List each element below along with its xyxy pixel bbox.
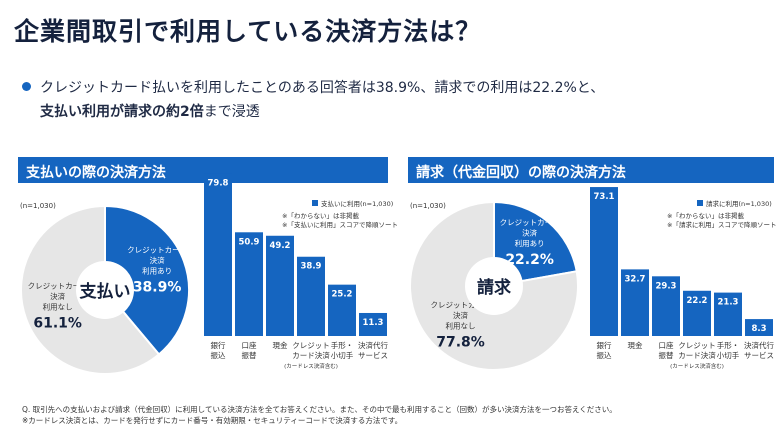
bar-billing-bar-1 (621, 269, 649, 336)
bar-billing-bar-5-value: 8.3 (751, 324, 766, 334)
bar-payment-legend-swatch (312, 200, 318, 206)
bar-billing-note-0: ※「わからない」は非掲載 (667, 211, 744, 220)
pie-billing-slice-1-value: 77.8% (436, 334, 485, 350)
bar-billing-bar-0-label: 銀行 (597, 340, 612, 350)
bar-billing-bar-2 (652, 276, 680, 336)
bar-billing-bar-5 (745, 319, 773, 336)
pie-payment-center-hole (76, 261, 134, 319)
pie-payment-slice-1-value: 61.1% (33, 316, 82, 332)
pie-billing-slice-1-label: クレジットカード (431, 300, 491, 309)
pie-payment-slice-1-label: 利用なし (43, 302, 73, 312)
pie-payment-slice-0-label: 利用あり (142, 266, 172, 276)
bar-payment-bar-0 (204, 173, 232, 336)
bar-payment-bar-4-label: 小切手 (331, 350, 354, 360)
bar-payment-bar-5-label: 決済代行 (358, 340, 388, 350)
bar-billing-bar-0 (590, 187, 618, 336)
bar-billing-bar-2-label: 口座 (659, 340, 674, 350)
bar-payment-legend-text: 支払いに利用(n=1,030) (321, 199, 393, 208)
pie-payment-center-label: 支払い (80, 281, 131, 302)
bar-billing-bar-2-value: 29.3 (656, 281, 677, 291)
bar-billing-bar-0-value: 73.1 (594, 192, 615, 202)
pie-billing-slice-0-label: 利用あり (515, 238, 545, 248)
pie-payment-slice-0-label: クレジットカード (127, 246, 187, 255)
bar-billing-bar-3-label: (カードレス決済含む) (670, 362, 724, 370)
pie-billing-slice-0-label: クレジットカード (500, 218, 560, 227)
bar-billing-bar-4 (714, 292, 742, 336)
bar-billing-bar-4-label: 小切手 (717, 350, 740, 360)
bar-payment-bar-2-label: 現金 (273, 340, 288, 350)
pie-payment-slice-1-label: クレジットカード (28, 282, 88, 291)
pie-billing-n-label: (n=1,030) (410, 202, 446, 210)
bar-payment-bar-1-label: 口座 (242, 340, 257, 350)
bar-billing-bar-2-label: 振替 (659, 350, 674, 360)
bar-payment-bar-2 (266, 235, 294, 336)
bar-billing-bar-4-label: 手形・ (717, 340, 740, 350)
pie-billing-center-hole (465, 257, 523, 315)
bar-payment-bar-4 (328, 284, 356, 336)
bar-billing-bar-3-label: カード決済 (678, 350, 716, 360)
bar-payment-bar-3-value: 38.9 (301, 262, 322, 272)
bar-billing-note-1: ※「請求に利用」スコアで降順ソート (667, 220, 776, 229)
bar-payment-note-1: ※「支払いに利用」スコアで降順ソート (282, 220, 398, 229)
bullet-icon (22, 82, 31, 91)
pie-payment-n-label: (n=1,030) (20, 202, 56, 210)
footnote-cardless: ※カードレス決済とは、カードを発行せずにカード番号・有効期限・セキュリティーコー… (22, 416, 403, 425)
pie-billing-slice-1-label: 決済 (453, 310, 468, 320)
bar-payment-bar-0-value: 79.8 (208, 178, 229, 188)
banner-billing: 請求（代金回収）の際の決済方法 (408, 157, 774, 183)
pie-billing-center-label: 請求 (477, 277, 511, 298)
bar-billing-legend-text: 請求に利用(n=1,030) (706, 199, 772, 208)
page-title: 企業間取引で利用している決済方法は？ (14, 17, 482, 46)
pie-billing-slice-0-value: 22.2% (505, 252, 554, 268)
pie-billing-slice-1-label: 利用なし (446, 320, 476, 330)
bar-payment-bar-1-label: 振替 (242, 350, 257, 360)
bar-billing-legend-swatch (697, 200, 703, 206)
pie-payment-slice-0-label: 決済 (150, 255, 165, 265)
pie-payment-slice-1-label: 決済 (50, 291, 65, 301)
bar-payment-bar-3-label: クレジット (292, 341, 330, 350)
lead-rest: まで浸透 (203, 104, 260, 120)
bar-payment-bar-2-value: 49.2 (270, 241, 291, 251)
bar-billing-bar-1-label: 現金 (628, 340, 643, 350)
bar-billing-bar-3 (683, 290, 711, 336)
pie-payment-slice-0-value: 38.9% (133, 280, 182, 296)
lead-line-1: クレジットカード払いを利用したことのある回答者は38.9%、請求での利用は22.… (40, 80, 605, 96)
pie-payment-slice-0 (104, 204, 190, 356)
bar-billing-bar-4-value: 21.3 (718, 298, 739, 308)
bar-payment-bar-3-label: (カードレス決済含む) (284, 362, 338, 370)
bar-payment-bar-3-label: カード決済 (292, 350, 330, 360)
bar-payment-bar-4-value: 25.2 (332, 290, 353, 300)
bar-payment-bar-4-label: 手形・ (331, 340, 354, 350)
bar-payment-note-0: ※「わからない」は非掲載 (282, 211, 359, 220)
banner-payment: 支払いの際の決済方法 (18, 157, 388, 183)
bar-billing-bar-1-value: 32.7 (625, 274, 646, 284)
bar-payment-bar-3 (297, 256, 325, 336)
bar-billing-bar-5-label: 決済代行 (744, 340, 774, 350)
pie-billing-slice-0-label: 決済 (522, 228, 537, 238)
pie-billing-slice-1 (409, 200, 579, 371)
bar-payment-bar-0-label: 銀行 (211, 340, 226, 350)
pie-billing-slice-0 (493, 200, 578, 288)
lead-line-2: 支払い利用が請求の約2倍まで浸透 (40, 101, 260, 121)
bar-payment-bar-5-value: 11.3 (363, 318, 384, 328)
bar-payment-bar-5 (359, 312, 387, 336)
lead-emphasis: 支払い利用が請求の約2倍 (40, 104, 204, 120)
bar-billing-bar-3-label: クレジット (678, 341, 716, 350)
bar-payment-bar-1 (235, 232, 263, 336)
bar-payment-bar-0-label: 振込 (211, 350, 226, 360)
footnote-question: Q. 取引先への支払いおよび請求（代金回収）に利用している決済方法を全てお答えく… (22, 405, 617, 414)
bar-billing-bar-3-value: 22.2 (687, 296, 708, 306)
bar-payment-bar-5-label: サービス (358, 351, 388, 360)
bar-billing-bar-5-label: サービス (744, 351, 774, 360)
bar-billing-bar-0-label: 振込 (597, 350, 612, 360)
bar-payment-bar-1-value: 50.9 (239, 237, 260, 247)
